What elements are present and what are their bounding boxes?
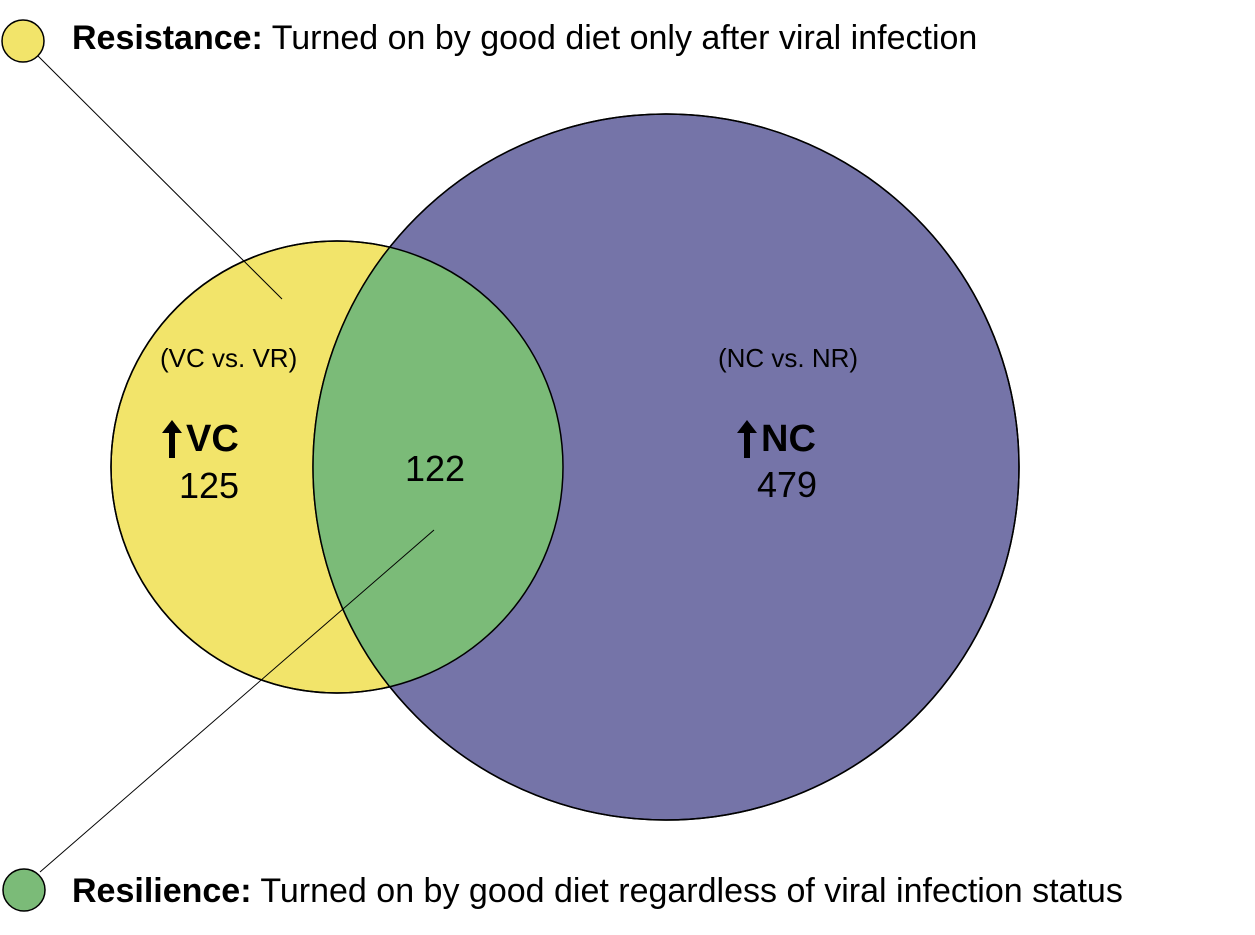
resistance-description: Turned on by good diet only after viral … (271, 19, 978, 57)
left-set-group: VC (162, 420, 239, 458)
up-arrow-icon (737, 420, 757, 458)
right-set-count: 479 (757, 464, 818, 505)
left-set-group-label: VC (186, 418, 239, 460)
right-set-comparison: (NC vs. NR) (718, 343, 859, 373)
resistance-legend-dot (1, 19, 45, 63)
resilience-legend-dot (2, 868, 46, 912)
resistance-legend: Resistance: Turned on by good diet only … (72, 18, 977, 58)
left-set-count: 125 (179, 465, 240, 506)
right-set-group-label: NC (761, 418, 816, 460)
right-set-group: NC (737, 420, 816, 458)
resilience-legend: Resilience: Turned on by good diet regar… (72, 871, 1123, 911)
left-set-comparison: (VC vs. VR) (160, 343, 298, 373)
up-arrow-icon (162, 420, 182, 458)
resistance-term: Resistance: (72, 19, 263, 57)
resilience-leader-line (39, 529, 435, 873)
overlap-count: 122 (405, 448, 466, 489)
resistance-leader-line (37, 55, 283, 300)
resilience-term: Resilience: (72, 872, 252, 910)
resilience-description: Turned on by good diet regardless of vir… (260, 872, 1123, 910)
